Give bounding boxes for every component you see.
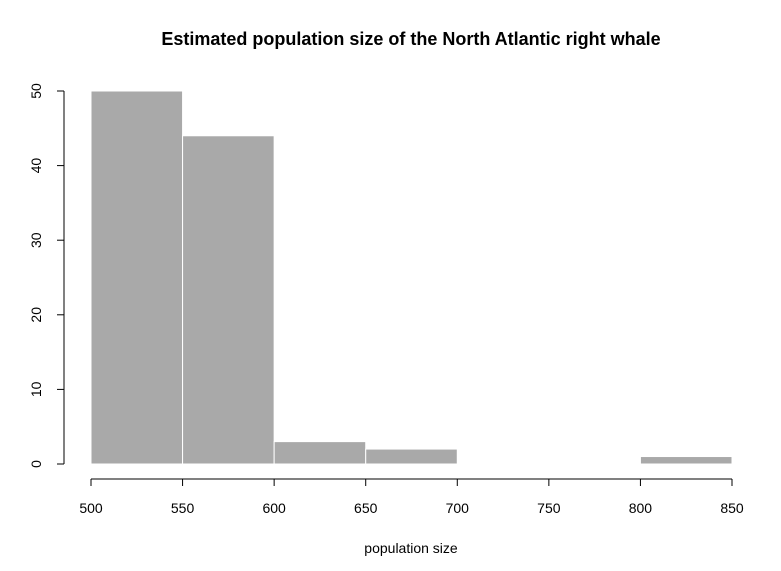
y-tick-label: 40: [28, 158, 44, 174]
histogram-bar-600-650: [273, 441, 367, 465]
x-tick-label: 700: [446, 500, 470, 516]
x-axis: 500 550 600 650 700 750 800 850: [79, 478, 744, 516]
y-tick-label: 50: [28, 83, 44, 99]
bars-group: [90, 90, 733, 465]
y-tick-label: 10: [28, 381, 44, 397]
x-tick-label: 600: [262, 500, 286, 516]
x-tick-label: 750: [537, 500, 561, 516]
histogram-bar-550-600: [182, 135, 275, 465]
y-tick-label: 20: [28, 307, 44, 323]
chart-title: Estimated population size of the North A…: [161, 29, 660, 49]
x-tick-label: 500: [79, 500, 103, 516]
y-tick-label: 30: [28, 232, 44, 248]
histogram-bar-800-850: [639, 456, 733, 465]
histogram-bar-650-700: [365, 448, 458, 465]
histogram-bar-500-550: [90, 90, 184, 465]
x-tick-label: 850: [720, 500, 744, 516]
x-tick-label: 550: [171, 500, 195, 516]
y-tick-label: 0: [28, 460, 44, 468]
x-tick-label: 800: [629, 500, 653, 516]
x-tick-label: 650: [354, 500, 378, 516]
y-axis: 0 10 20 30 40 50: [28, 83, 65, 468]
x-axis-label: population size: [364, 540, 458, 556]
